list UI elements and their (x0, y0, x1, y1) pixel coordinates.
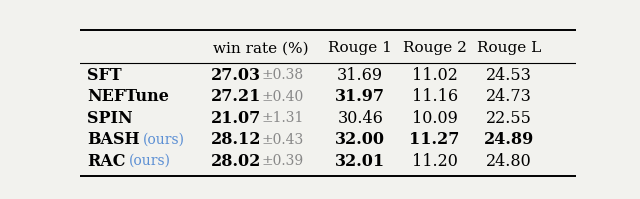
Text: SFT: SFT (88, 67, 122, 84)
Text: (ours): (ours) (129, 154, 170, 168)
Text: Rouge L: Rouge L (477, 41, 541, 55)
Text: 32.01: 32.01 (335, 152, 385, 170)
Text: RAC: RAC (88, 152, 126, 170)
Text: 11.02: 11.02 (412, 67, 458, 84)
Text: 27.21: 27.21 (211, 88, 261, 105)
Text: Rouge 1: Rouge 1 (328, 41, 392, 55)
Text: win rate (%): win rate (%) (213, 41, 309, 55)
Text: 24.53: 24.53 (486, 67, 532, 84)
Text: 31.69: 31.69 (337, 67, 383, 84)
Text: SPIN: SPIN (88, 110, 133, 127)
Text: 10.09: 10.09 (412, 110, 458, 127)
Text: ±0.43: ±0.43 (261, 133, 303, 147)
Text: BASH: BASH (88, 131, 140, 148)
Text: NEFTune: NEFTune (88, 88, 170, 105)
Text: ±0.39: ±0.39 (261, 154, 303, 168)
Text: 28.02: 28.02 (211, 152, 261, 170)
Text: 24.73: 24.73 (486, 88, 532, 105)
Text: (ours): (ours) (143, 133, 184, 147)
Text: ±0.38: ±0.38 (261, 68, 303, 82)
Text: 21.07: 21.07 (211, 110, 261, 127)
Text: 11.20: 11.20 (412, 152, 458, 170)
Text: 30.46: 30.46 (337, 110, 383, 127)
Text: 11.27: 11.27 (410, 131, 460, 148)
Text: ±1.31: ±1.31 (261, 111, 303, 125)
Text: 31.97: 31.97 (335, 88, 385, 105)
Text: ±0.40: ±0.40 (261, 90, 303, 104)
Text: 27.03: 27.03 (211, 67, 261, 84)
Text: Rouge 2: Rouge 2 (403, 41, 467, 55)
Text: 24.80: 24.80 (486, 152, 532, 170)
Text: 32.00: 32.00 (335, 131, 385, 148)
Text: 22.55: 22.55 (486, 110, 532, 127)
Text: 11.16: 11.16 (412, 88, 458, 105)
Text: 24.89: 24.89 (484, 131, 534, 148)
Text: 28.12: 28.12 (211, 131, 261, 148)
